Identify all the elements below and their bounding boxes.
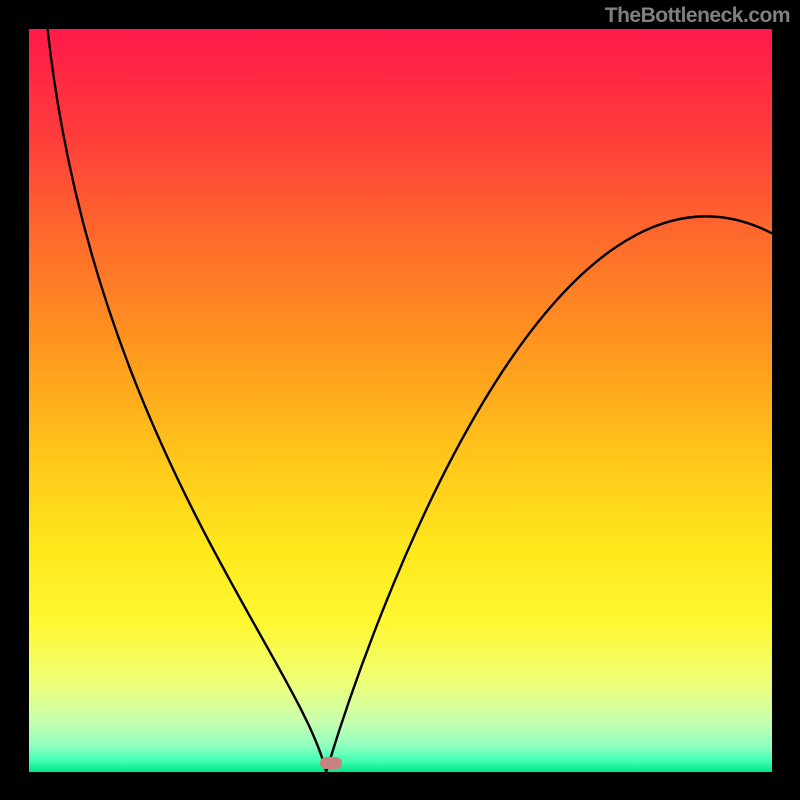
vertex-marker [320, 757, 342, 769]
chart-container: TheBottleneck.com [0, 0, 800, 800]
plot-area [29, 29, 772, 772]
bottleneck-curve [29, 29, 772, 772]
watermark-text: TheBottleneck.com [605, 4, 790, 28]
